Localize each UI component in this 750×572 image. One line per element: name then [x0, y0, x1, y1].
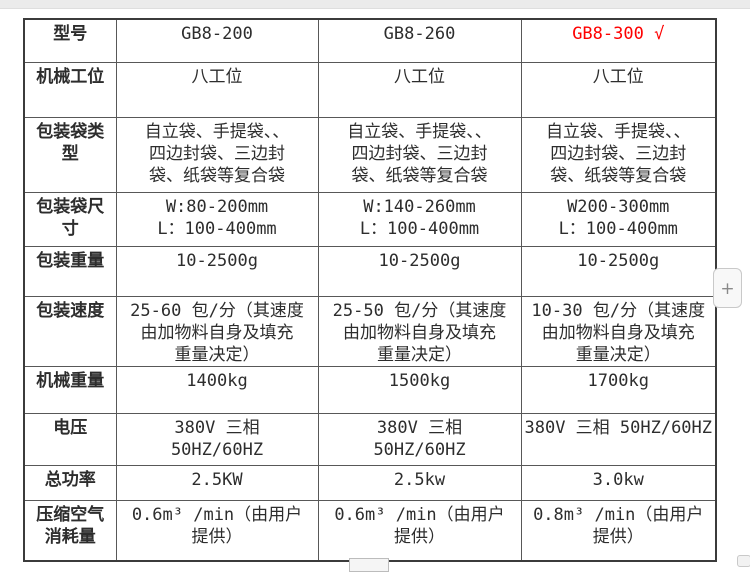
table-row-total-power: 总功率 2.5KW 2.5kw 3.0kw [23, 464, 717, 501]
machine-weight-value-3: 1700kg [520, 365, 717, 414]
bottom-partial-button[interactable] [349, 558, 389, 572]
table-row-bag-type: 包装袋类 型 自立袋、手提袋、、 四边封袋、三边封 袋、纸袋等复合袋 自立袋、手… [23, 116, 717, 193]
air-consumption-value-1: 0.6m³ /min（由用户 提供） [115, 499, 319, 562]
stations-value-1: 八工位 [115, 61, 319, 118]
voltage-value-3: 380V 三相 50HZ/60HZ [520, 412, 717, 466]
machine-weight-value-1: 1400kg [115, 365, 319, 414]
row-label-pack-weight: 包装重量 [23, 245, 117, 297]
table-row-pack-speed: 包装速度 25-60 包/分（其速度 由加物料自身及填充 重量决定） 25-50… [23, 295, 717, 367]
air-consumption-value-2: 0.6m³ /min（由用户 提供） [317, 499, 522, 562]
total-power-value-3: 3.0kw [520, 464, 717, 501]
machine-weight-value-2: 1500kg [317, 365, 522, 414]
row-label-voltage: 电压 [23, 412, 117, 466]
table-row-stations: 机械工位 八工位 八工位 八工位 [23, 61, 717, 118]
pack-speed-value-2: 25-50 包/分（其速度 由加物料自身及填充 重量决定） [317, 295, 522, 367]
table-row-model: 型号 GB8-200 GB8-260 GB8-300 √ [23, 18, 717, 63]
bag-type-value-3: 自立袋、手提袋、、 四边封袋、三边封 袋、纸袋等复合袋 [520, 116, 717, 193]
bag-size-value-3: W200-300mm L：100-400mm [520, 191, 717, 247]
spec-table: 型号 GB8-200 GB8-260 GB8-300 √ 机械工位 八工位 八工… [23, 18, 717, 562]
table-row-air-consumption: 压缩空气 消耗量 0.6m³ /min（由用户 提供） 0.6m³ /min（由… [23, 499, 717, 562]
row-label-machine-weight: 机械重量 [23, 365, 117, 414]
expand-panel-button[interactable]: + [713, 268, 742, 308]
pack-weight-value-1: 10-2500g [115, 245, 319, 297]
pack-speed-value-1: 25-60 包/分（其速度 由加物料自身及填充 重量决定） [115, 295, 319, 367]
row-label-bag-type: 包装袋类 型 [23, 116, 117, 193]
stations-value-3: 八工位 [520, 61, 717, 118]
bag-type-value-2: 自立袋、手提袋、、 四边封袋、三边封 袋、纸袋等复合袋 [317, 116, 522, 193]
pack-weight-value-2: 10-2500g [317, 245, 522, 297]
row-label-stations: 机械工位 [23, 61, 117, 118]
model-name-gb8-200: GB8-200 [115, 18, 319, 63]
voltage-value-1: 380V 三相 50HZ/60HZ [115, 412, 319, 466]
row-label-pack-speed: 包装速度 [23, 295, 117, 367]
air-consumption-value-3: 0.8m³ /min（由用户 提供） [520, 499, 717, 562]
model-name-gb8-260: GB8-260 [317, 18, 522, 63]
row-label-bag-size: 包装袋尺 寸 [23, 191, 117, 247]
total-power-value-1: 2.5KW [115, 464, 319, 501]
bottom-right-partial-button[interactable] [737, 555, 750, 567]
table-row-pack-weight: 包装重量 10-2500g 10-2500g 10-2500g [23, 245, 717, 297]
bag-type-value-1: 自立袋、手提袋、、 四边封袋、三边封 袋、纸袋等复合袋 [115, 116, 319, 193]
table-row-machine-weight: 机械重量 1400kg 1500kg 1700kg [23, 365, 717, 414]
plus-icon: + [720, 279, 735, 299]
row-label-air-consumption: 压缩空气 消耗量 [23, 499, 117, 562]
table-row-voltage: 电压 380V 三相 50HZ/60HZ 380V 三相 50HZ/60HZ 3… [23, 412, 717, 466]
bag-size-value-1: W:80-200mm L：100-400mm [115, 191, 319, 247]
total-power-value-2: 2.5kw [317, 464, 522, 501]
pack-speed-value-3: 10-30 包/分（其速度 由加物料自身及填充 重量决定） [520, 295, 717, 367]
row-label-total-power: 总功率 [23, 464, 117, 501]
table-row-bag-size: 包装袋尺 寸 W:80-200mm L：100-400mm W:140-260m… [23, 191, 717, 247]
pack-weight-value-3: 10-2500g [520, 245, 717, 297]
row-label-model: 型号 [23, 18, 117, 63]
voltage-value-2: 380V 三相 50HZ/60HZ [317, 412, 522, 466]
top-scrollbar-track[interactable] [0, 0, 750, 9]
bag-size-value-2: W:140-260mm L：100-400mm [317, 191, 522, 247]
model-name-gb8-300-selected: GB8-300 √ [520, 18, 717, 63]
stations-value-2: 八工位 [317, 61, 522, 118]
